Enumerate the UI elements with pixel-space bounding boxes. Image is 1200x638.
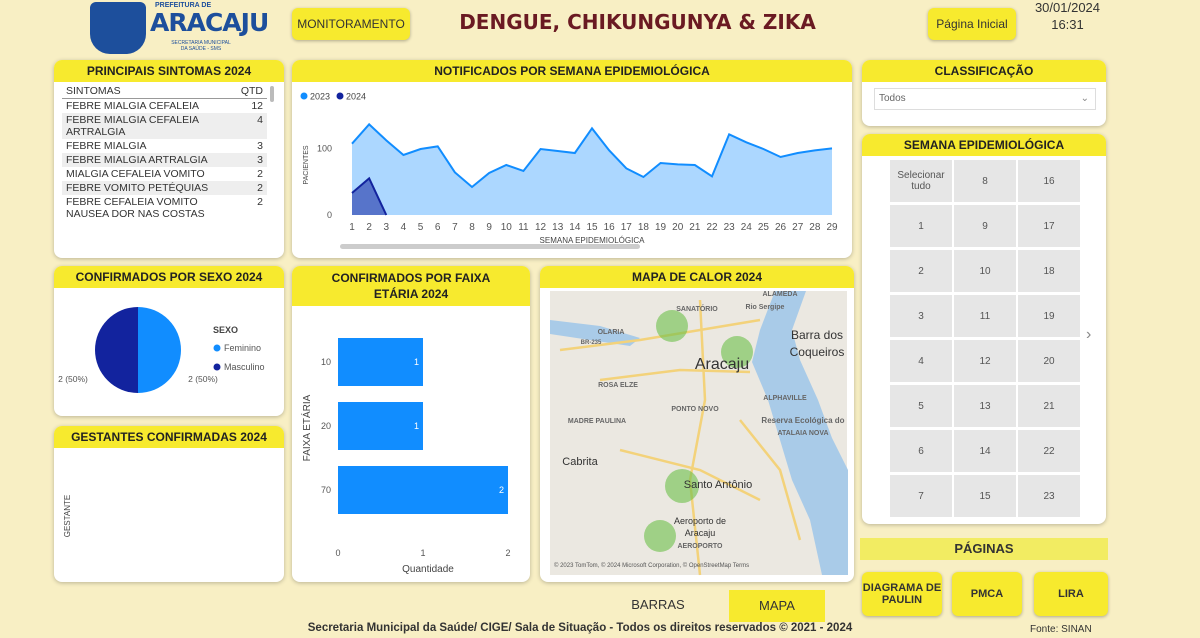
logo-top: PREFEITURA DE	[155, 2, 212, 9]
count: 3	[257, 154, 263, 166]
slicer-item[interactable]: 19	[1018, 295, 1080, 337]
slicer-item[interactable]: 20	[1018, 340, 1080, 382]
logo-crest	[90, 2, 146, 54]
source: Fonte: SINAN	[1030, 624, 1092, 635]
footer-text: Secretaria Municipal da Saúde/ CIGE/ Sal…	[307, 622, 853, 634]
table-row[interactable]: MIALGIA CEFALEIA VOMITO 2	[62, 167, 267, 181]
symptoms-table: SINTOMAS QTD FEBRE MIALGIA CEFALEIA 12 FEBRE…	[62, 84, 267, 221]
page-title: DENGUE, CHIKUNGUNYA & ZIKA	[459, 10, 816, 34]
slicer-item[interactable]: 6	[890, 430, 952, 472]
dropdown-value: Todos	[879, 93, 906, 104]
classification-card: CLASSIFICAÇÃO Todos ⌄	[862, 60, 1106, 126]
scrollbar[interactable]	[270, 86, 274, 102]
symptom: FEBRE VOMITO PETÉQUIAS	[66, 182, 209, 194]
dropdown[interactable]: Todos ⌄	[874, 88, 1096, 110]
count: 12	[251, 100, 263, 112]
slicer-item[interactable]: Selecionar tudo	[890, 160, 952, 202]
count: 2	[257, 182, 263, 194]
count: 4	[257, 114, 263, 126]
header-cell: QTD	[240, 85, 263, 97]
weekly-card: NOTIFICADOS POR SEMANA EPIDEMIOLÓGICA	[292, 60, 852, 258]
next-arrow[interactable]: ›	[1086, 326, 1092, 343]
slicer-item[interactable]: 7	[890, 475, 952, 517]
table-row[interactable]: FEBRE MIALGIA CEFALEIA ARTRALGIA 4	[62, 113, 267, 139]
slicer-item[interactable]: 16	[1018, 160, 1080, 202]
slicer-item[interactable]: 12	[954, 340, 1016, 382]
slicer-item[interactable]: 17	[1018, 205, 1080, 247]
slicer-item[interactable]: 10	[954, 250, 1016, 292]
scrollbar[interactable]	[340, 244, 640, 249]
page-button[interactable]: DIAGRAMA DE PAULIN	[862, 572, 942, 616]
map-card: MAPA DE CALOR 2024	[540, 266, 854, 582]
slicer-item[interactable]: 9	[954, 205, 1016, 247]
count: 2	[257, 168, 263, 180]
slicer-item[interactable]: 1	[890, 205, 952, 247]
slicer-item[interactable]: 4	[890, 340, 952, 382]
page-button[interactable]: PMCA	[952, 572, 1022, 616]
symptom: FEBRE CEFALEIA VOMITO NAUSEA DOR NAS COS…	[66, 196, 205, 220]
slicer-item[interactable]: 3	[890, 295, 952, 337]
sex-card: CONFIRMADOS POR SEXO 2024	[54, 266, 284, 416]
slicer-item[interactable]: 11	[954, 295, 1016, 337]
table-row[interactable]: FEBRE VOMITO PETÉQUIAS 2	[62, 181, 267, 195]
card-title: NOTIFICADOS POR SEMANA EPIDEMIOLÓGICA	[292, 60, 852, 82]
header-cell: SINTOMAS	[66, 85, 121, 97]
slicer-item[interactable]: 22	[1018, 430, 1080, 472]
slicer-item[interactable]: 23	[1018, 475, 1080, 517]
symptom: FEBRE MIALGIA ARTRALGIA	[66, 154, 208, 166]
card-title: PRINCIPAIS SINTOMAS 2024	[54, 60, 284, 82]
logo-sub: SECRETARIA MUNICIPAL DA SAÚDE - SMS	[171, 40, 231, 52]
slicer-item[interactable]: 2	[890, 250, 952, 292]
count: 3	[257, 140, 263, 152]
tab[interactable]: BARRAS	[631, 597, 685, 612]
table: SINTOMAS QTD FEBRE MIALGIA CEFALEIA 12 FEBRE…	[62, 84, 267, 221]
slicer-item[interactable]: 15	[954, 475, 1016, 517]
pregnant-card: GESTANTES CONFIRMADAS 2024	[54, 426, 284, 582]
symptoms-card: PRINCIPAIS SINTOMAS 2024 SINTOMAS QTD FEBR…	[54, 60, 284, 258]
tab-active[interactable]: MAPA	[729, 590, 825, 622]
symptom: FEBRE MIALGIA CEFALEIA	[66, 100, 200, 112]
symptom: FEBRE MIALGIA CEFALEIA ARTRALGIA	[66, 114, 199, 138]
slicer-item[interactable]: 18	[1018, 250, 1080, 292]
pages-title: PÁGINAS	[860, 538, 1108, 560]
card-title: SEMANA EPIDEMIOLÓGICA	[862, 134, 1106, 156]
table-row[interactable]: FEBRE MIALGIA CEFALEIA 12	[62, 99, 267, 114]
table-row[interactable]: FEBRE MIALGIA 3	[62, 139, 267, 153]
page-button[interactable]: LIRA	[1034, 572, 1108, 616]
table-row[interactable]: FEBRE MIALGIA ARTRALGIA 3	[62, 153, 267, 167]
header-row: SINTOMAS QTD	[62, 84, 267, 99]
week-slicer-card: SEMANA EPIDEMIOLÓGICA › Selecionar tudo 1…	[862, 134, 1106, 524]
symptom: FEBRE MIALGIA	[66, 140, 147, 152]
slicer-item[interactable]: 8	[954, 160, 1016, 202]
logo-name: ARACAJU	[150, 8, 269, 37]
table-row[interactable]: FEBRE CEFALEIA VOMITO NAUSEA DOR NAS COS…	[62, 195, 267, 221]
card-title: CONFIRMADOS POR FAIXA ETÁRIA 2024	[292, 266, 530, 306]
slicer-item[interactable]: 21	[1018, 385, 1080, 427]
time: 16:31	[1051, 17, 1084, 32]
date: 30/01/2024	[1034, 0, 1101, 15]
monitor-button[interactable]: MONITORAMENTO	[292, 8, 410, 40]
slicer-item[interactable]: 13	[954, 385, 1016, 427]
card-title: CONFIRMADOS POR SEXO 2024	[54, 266, 284, 288]
age-card: CONFIRMADOS POR FAIXA ETÁRIA 2024	[292, 266, 530, 582]
slicer-item[interactable]: 14	[954, 430, 1016, 472]
count: 2	[257, 196, 263, 208]
card-title: CLASSIFICAÇÃO	[862, 60, 1106, 82]
card-title: MAPA DE CALOR 2024	[540, 266, 854, 288]
slicer-item[interactable]: 5	[890, 385, 952, 427]
symptom: MIALGIA CEFALEIA VOMITO	[66, 168, 205, 180]
card-title: GESTANTES CONFIRMADAS 2024	[54, 426, 284, 448]
home-button[interactable]: Página Inicial	[928, 8, 1016, 40]
chevron: ⌄	[1080, 93, 1089, 104]
